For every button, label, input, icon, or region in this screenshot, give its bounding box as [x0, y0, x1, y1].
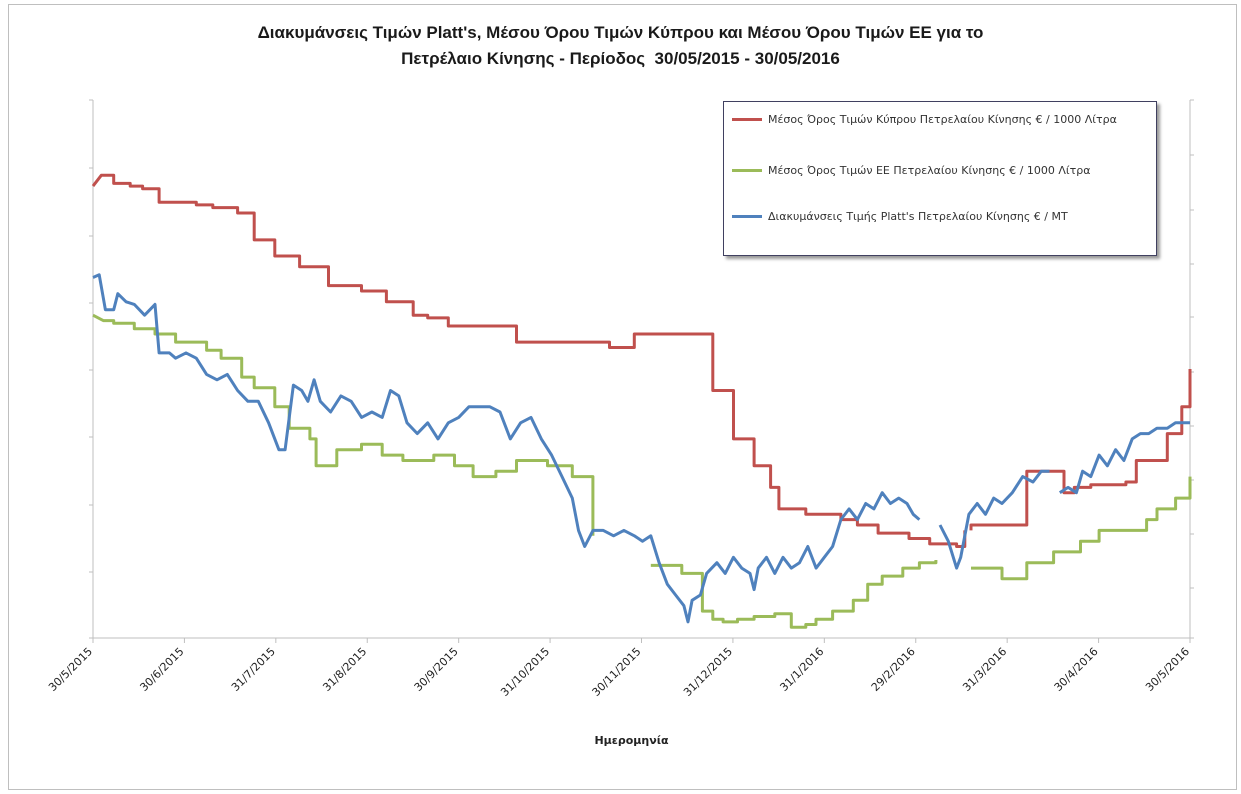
series-line-eu [971, 476, 1192, 581]
series-line-platts [92, 273, 921, 624]
x-tick-label: 31/8/2015 [320, 645, 369, 694]
x-tick-label: 31/10/2015 [498, 645, 552, 699]
legend-swatch-eu [732, 169, 762, 172]
legend-swatch-cyprus [732, 118, 762, 121]
series-line-cyprus [91, 173, 967, 548]
legend-swatch-platts [732, 215, 762, 218]
x-axis-label: Ημερομηνία [594, 734, 669, 747]
x-tick-label: 31/12/2015 [681, 645, 735, 699]
x-tick-label: 30/11/2015 [590, 645, 644, 699]
chart-title: Διακυμάνσεις Τιμών Platt's, Μέσου Όρου Τ… [0, 20, 1241, 72]
x-tick-label: 30/6/2015 [137, 645, 186, 694]
x-tick-label: 30/5/2016 [1143, 645, 1192, 694]
legend: Μέσος Όρος Τιμών Κύπρου Πετρελαίου Κίνησ… [723, 101, 1157, 256]
legend-item-cyprus: Μέσος Όρος Τιμών Κύπρου Πετρελαίου Κίνησ… [732, 108, 1152, 148]
legend-item-platts: Διακυμάνσεις Τιμής Platt's Πετρελαίου Κί… [732, 205, 1152, 245]
chart-title-line-2: Πετρέλαιο Κίνησης - Περίοδος 30/05/2015 … [401, 49, 840, 68]
chart-title-line-1: Διακυμάνσεις Τιμών Platt's, Μέσου Όρου Τ… [257, 23, 984, 42]
series-line-platts [1058, 421, 1190, 495]
legend-label-eu: Μέσος Όρος Τιμών ΕΕ Πετρελαίου Κίνησης €… [768, 164, 1091, 177]
x-tick-label: 30/5/2015 [46, 645, 95, 694]
series-line-eu [650, 560, 938, 629]
legend-item-eu: Μέσος Όρος Τιμών ΕΕ Πετρελαίου Κίνησης €… [732, 159, 1152, 199]
x-tick-label: 30/9/2015 [412, 645, 461, 694]
legend-label-cyprus: Μέσος Όρος Τιμών Κύπρου Πετρελαίου Κίνησ… [768, 113, 1117, 126]
series-group [91, 173, 1192, 629]
series-line-eu [92, 313, 595, 536]
x-tick-labels: 30/5/2015 30/6/2015 31/7/2015 31/8/2015 30/9… [46, 645, 1192, 699]
series-line-cyprus [969, 369, 1192, 531]
legend-label-platts: Διακυμάνσεις Τιμής Platt's Πετρελαίου Κί… [768, 210, 1068, 223]
series-line-platts [938, 469, 1050, 570]
x-tick-label: 31/3/2016 [960, 645, 1009, 694]
x-tick-label: 31/1/2016 [777, 645, 826, 694]
x-tick-label: 29/2/2016 [869, 645, 918, 694]
x-tick-label: 30/4/2016 [1052, 645, 1101, 694]
x-tick-label: 31/7/2015 [229, 645, 278, 694]
